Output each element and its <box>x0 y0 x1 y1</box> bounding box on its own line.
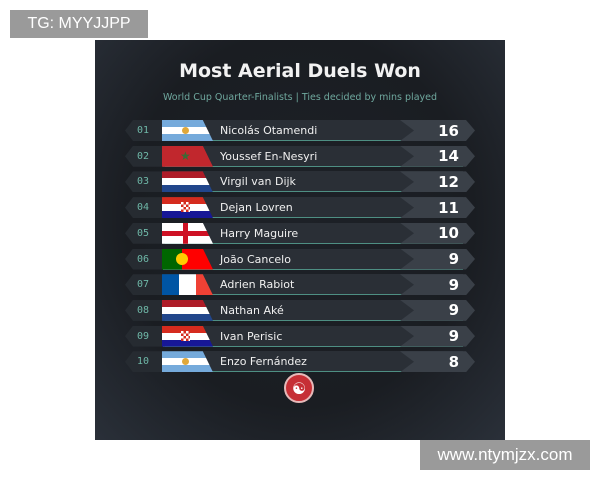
table-row: 10 Enzo Fernández 8 <box>125 351 475 373</box>
table-row: 09 Ivan Perisic 9 <box>125 325 475 347</box>
flag-netherlands-icon <box>162 171 213 193</box>
player-name: Virgil van Dijk <box>220 175 296 189</box>
row-bar <box>163 197 463 219</box>
duels-value: 16 <box>400 120 475 141</box>
table-row: 03 Virgil van Dijk 12 <box>125 171 475 193</box>
page-title: Most Aerial Duels Won <box>179 60 421 82</box>
table-row: 05 Harry Maguire 10 <box>125 222 475 244</box>
flag-croatia-icon <box>162 197 213 219</box>
duels-value: 9 <box>400 299 475 321</box>
flag-england-icon <box>162 222 213 244</box>
subtitle: World Cup Quarter-Finalists | Ties decid… <box>162 92 438 103</box>
flag-netherlands-icon <box>162 299 213 321</box>
row-bar <box>163 248 463 270</box>
row-bar <box>163 120 463 141</box>
watermark-bottom-right: www.ntymjzx.com <box>420 440 590 470</box>
table-row: 04 Dejan Lovren 11 <box>125 197 475 219</box>
player-name: Adrien Rabiot <box>220 278 295 292</box>
rank-label: 01 <box>125 120 165 141</box>
row-bar <box>163 299 463 321</box>
watermark-top-left: TG: MYYJJPP <box>10 10 148 38</box>
brand-logo-icon: ☯ <box>284 373 314 403</box>
table-row: 08 Nathan Aké 9 <box>125 299 475 321</box>
flag-argentina-icon <box>162 351 213 373</box>
duels-value: 10 <box>400 222 475 244</box>
table-row: 06 João Cancelo 9 <box>125 248 475 270</box>
table-row: 07 Adrien Rabiot 9 <box>125 274 475 296</box>
flag-croatia-icon <box>162 325 213 347</box>
table-row: 02 ★ Youssef En-Nesyri 14 <box>125 145 475 167</box>
rank-label: 07 <box>125 274 165 296</box>
row-bar <box>163 351 463 373</box>
rank-label: 10 <box>125 351 165 373</box>
duels-value: 9 <box>400 274 475 296</box>
player-name: Nathan Aké <box>220 303 284 317</box>
flag-argentina-icon <box>162 120 213 141</box>
rank-label: 05 <box>125 222 165 244</box>
rank-label: 08 <box>125 299 165 321</box>
rank-label: 03 <box>125 171 165 193</box>
player-name: Harry Maguire <box>220 226 299 240</box>
flag-morocco-icon: ★ <box>162 145 213 167</box>
duels-value: 8 <box>400 351 475 373</box>
player-name: Enzo Fernández <box>220 355 307 369</box>
player-name: Dejan Lovren <box>220 201 293 215</box>
player-name: Ivan Perisic <box>220 329 283 343</box>
player-name: Nicolás Otamendi <box>220 124 318 137</box>
rank-label: 09 <box>125 325 165 347</box>
duels-value: 12 <box>400 171 475 193</box>
rank-label: 02 <box>125 145 165 167</box>
rank-label: 06 <box>125 248 165 270</box>
flag-france-icon <box>162 274 213 296</box>
row-bar <box>163 222 463 244</box>
flag-portugal-icon <box>162 248 213 270</box>
row-bar <box>163 325 463 347</box>
infographic-card: Most Aerial Duels Won World Cup Quarter-… <box>95 40 505 440</box>
player-name: Youssef En-Nesyri <box>220 149 318 163</box>
row-bar <box>163 274 463 296</box>
duels-value: 11 <box>400 197 475 219</box>
row-bar <box>163 145 463 167</box>
rank-label: 04 <box>125 197 165 219</box>
duels-value: 9 <box>400 248 475 270</box>
row-bar <box>163 171 463 193</box>
table-row: 01 Nicolás Otamendi 16 <box>125 120 475 141</box>
player-name: João Cancelo <box>220 252 291 266</box>
duels-value: 14 <box>400 145 475 167</box>
duels-value: 9 <box>400 325 475 347</box>
